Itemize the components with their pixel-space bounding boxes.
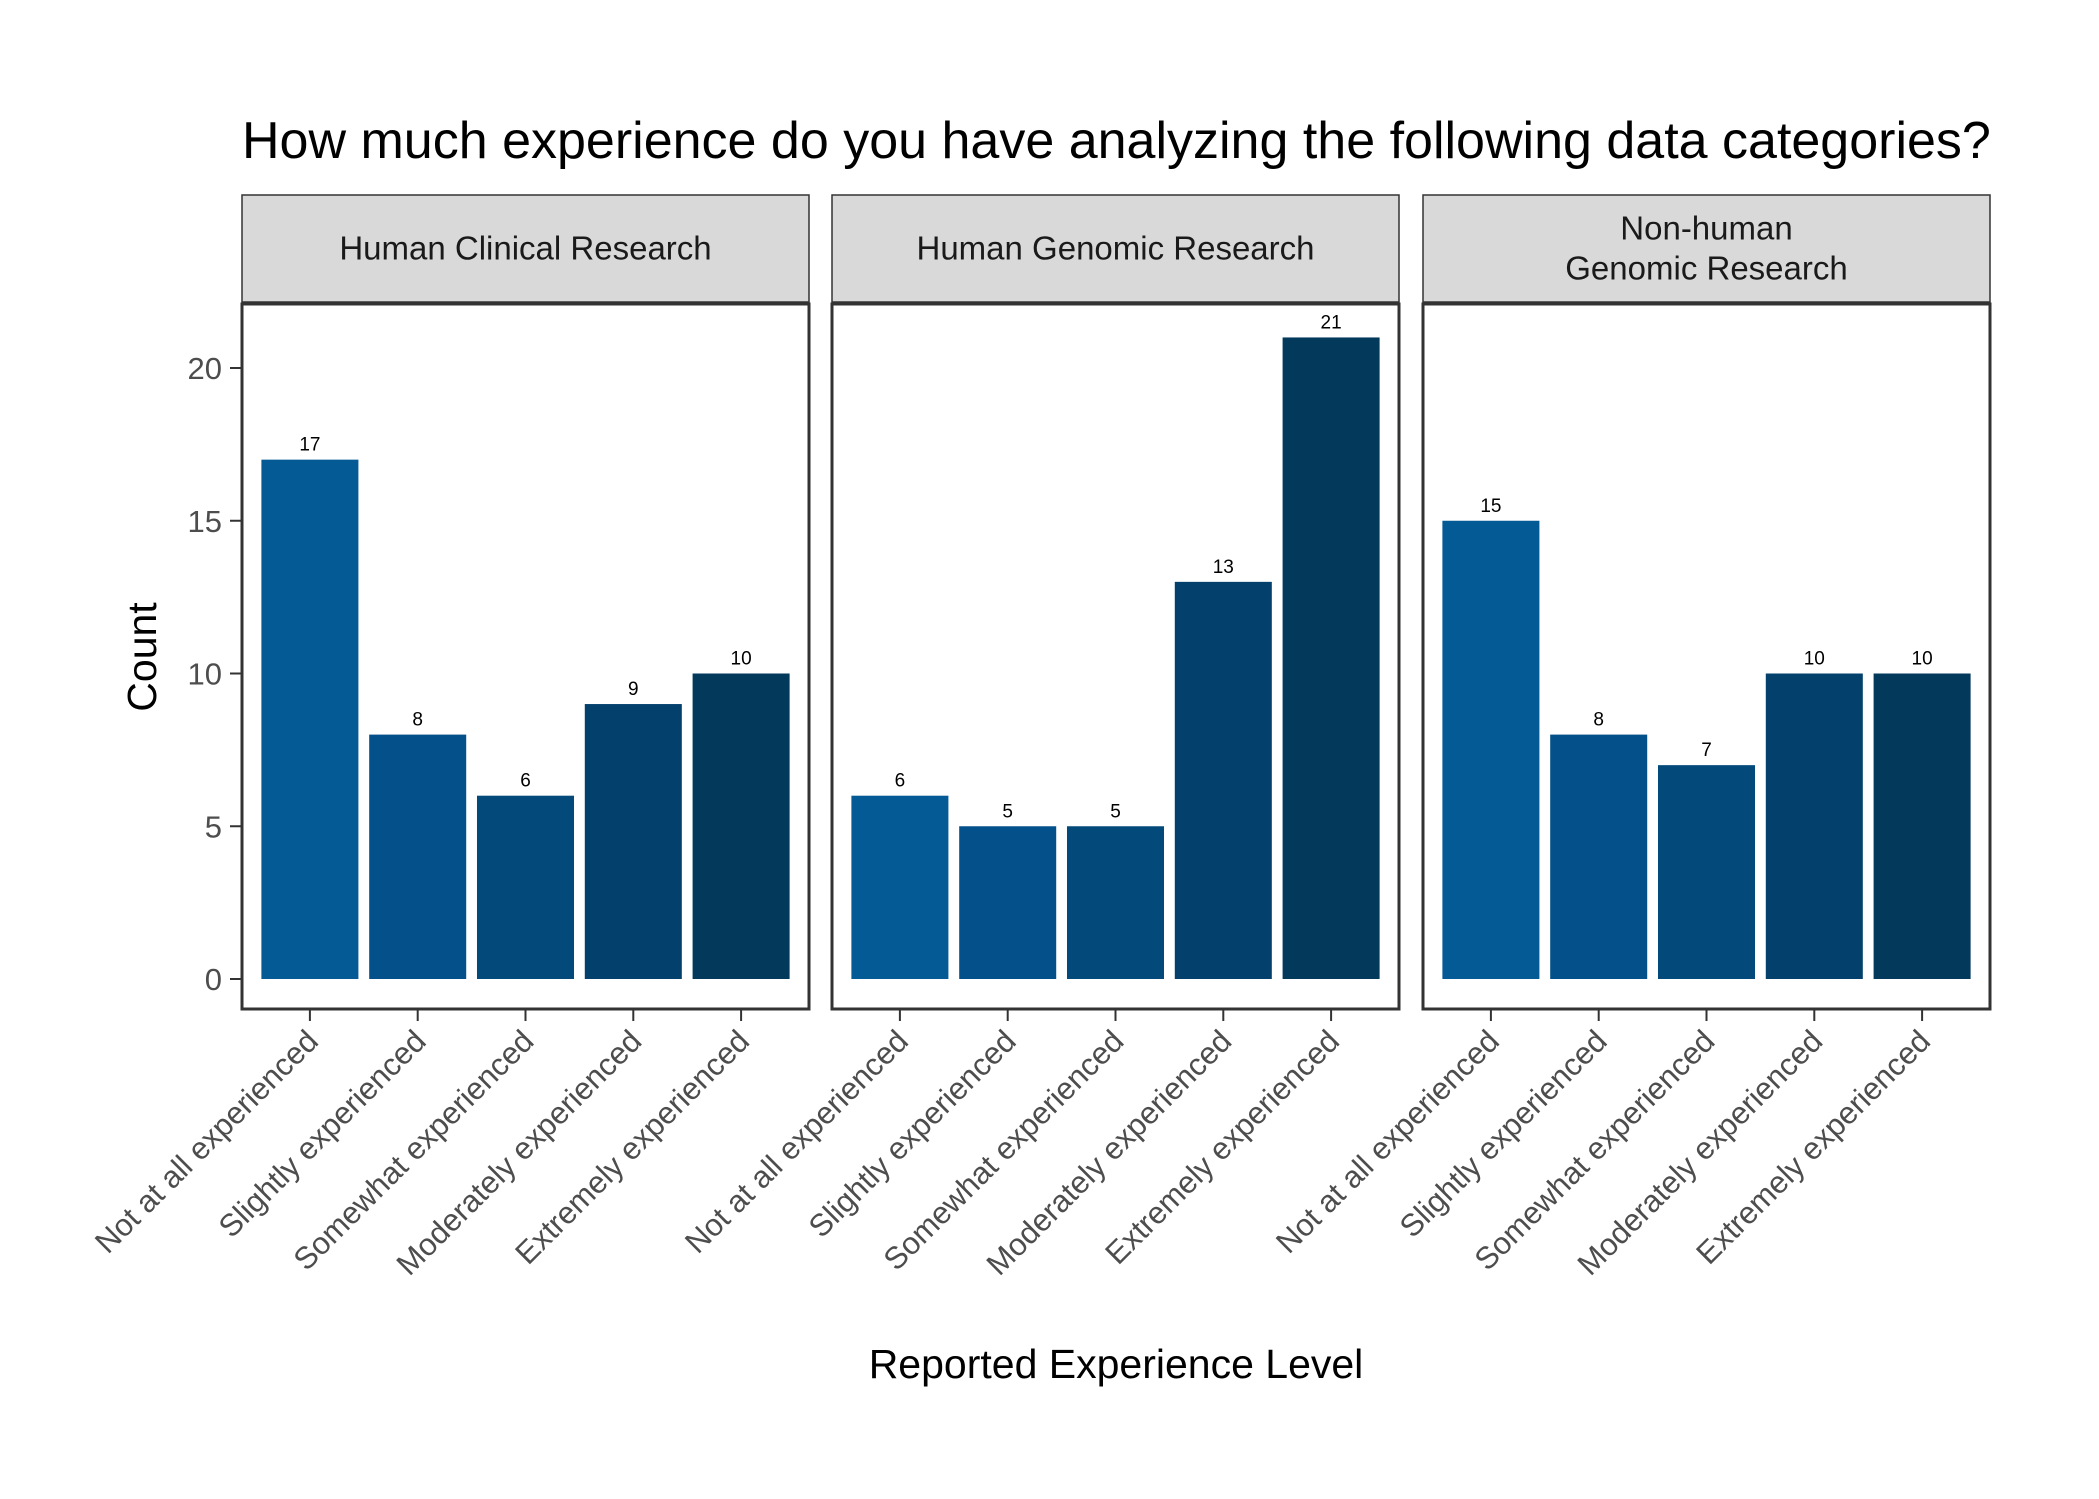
bar	[476, 795, 575, 979]
bar-value-label: 8	[412, 710, 423, 731]
y-tick-label: 15	[188, 504, 222, 539]
x-tick-label: Slightly experienced	[802, 1023, 1023, 1244]
y-axis-title: Count	[119, 602, 165, 712]
facet-strip	[831, 194, 1400, 303]
bar-value-label: 5	[1110, 801, 1121, 822]
bar-value-label: 9	[628, 679, 639, 700]
bar	[261, 459, 359, 979]
y-tick-label: 10	[188, 657, 222, 692]
facet-strip	[1422, 194, 1991, 303]
x-tick-label: Slightly experienced	[212, 1023, 433, 1244]
y-tick-label: 0	[205, 962, 222, 997]
bar	[1657, 765, 1756, 979]
panel-border	[1421, 302, 1992, 1011]
bar-value-label: 10	[731, 649, 752, 670]
panel-border	[830, 302, 1401, 1011]
bar	[692, 673, 790, 979]
bar-value-label: 5	[1002, 801, 1013, 822]
facet-strip-label: Non-human Genomic Research	[1565, 210, 1847, 287]
bar	[1765, 673, 1863, 979]
bar-value-label: 10	[1912, 649, 1933, 670]
bar	[369, 734, 467, 979]
bar	[959, 826, 1057, 979]
y-axis: 0 5 10 15 20	[188, 351, 242, 997]
bar-value-label: 17	[299, 435, 320, 456]
bar-value-label: 13	[1213, 557, 1234, 578]
bar-value-label: 10	[1804, 649, 1825, 670]
bar-value-label: 6	[520, 771, 531, 792]
bar	[1066, 826, 1165, 979]
facet-strip	[241, 194, 810, 303]
y-tick-label: 5	[205, 809, 222, 844]
bar-value-label: 8	[1593, 710, 1604, 731]
bar	[1442, 520, 1540, 979]
x-axis-title: Reported Experience Level	[869, 1341, 1364, 1387]
bar-value-label: 21	[1321, 312, 1342, 333]
bar	[584, 704, 682, 979]
facet-strip-label: Human Clinical Research	[339, 230, 711, 267]
bar	[1873, 673, 1971, 979]
bar	[1174, 581, 1272, 979]
panel-border	[240, 302, 811, 1011]
bar-value-label: 15	[1480, 496, 1501, 517]
y-tick-label: 20	[188, 351, 222, 386]
facet-strip-label: Human Genomic Research	[917, 230, 1315, 267]
chart-title: How much experience do you have analyzin…	[242, 112, 1991, 170]
bar	[851, 795, 949, 979]
bar	[1282, 337, 1380, 979]
x-tick-label: Slightly experienced	[1393, 1023, 1614, 1244]
bar-value-label: 6	[895, 771, 906, 792]
bar	[1550, 734, 1648, 979]
bar-value-label: 7	[1701, 740, 1712, 761]
